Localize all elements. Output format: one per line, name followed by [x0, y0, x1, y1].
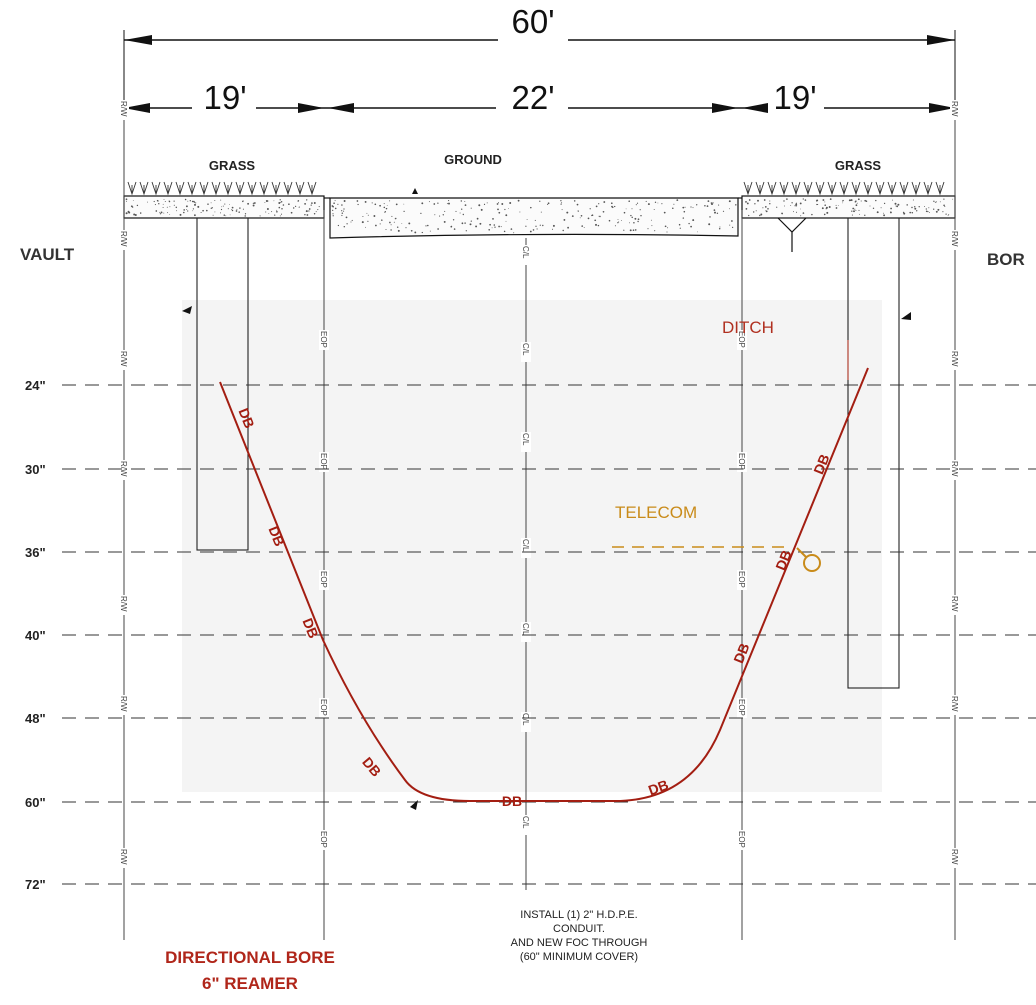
reference-tag: C/L [521, 713, 530, 726]
telecom-label: TELECOM [615, 503, 697, 522]
depth-label: 72" [25, 877, 46, 892]
reference-tag: EOP [737, 331, 746, 348]
reference-tag: R/W [950, 596, 959, 612]
total-width-label: 60' [511, 3, 554, 40]
reference-tag: R/W [950, 351, 959, 367]
left-width-label: 19' [203, 79, 246, 116]
note-line: INSTALL (1) 2" H.D.P.E. [520, 909, 637, 921]
left-side-label: VAULT [20, 245, 75, 264]
title-line-2: 6" REAMER [202, 974, 298, 993]
reference-tag: EOP [319, 831, 328, 848]
bore-path [219, 367, 869, 802]
pits [182, 217, 911, 689]
bore-tag: DB [772, 548, 794, 573]
grass-marks [127, 181, 945, 196]
bore-tag: DB [646, 776, 670, 798]
bore-tag: DB [265, 524, 287, 549]
note-line: AND NEW FOC THROUGH [511, 937, 648, 949]
reference-tag: C/L [521, 343, 530, 356]
telecom-line [612, 546, 821, 572]
bore-tag: DB [235, 406, 257, 431]
soil-hatching [125, 198, 954, 234]
bore-tag: DB [730, 641, 752, 666]
reference-tag: EOP [737, 831, 746, 848]
reference-tag: C/L [521, 246, 530, 259]
reference-tag: EOP [319, 453, 328, 470]
bore-tag: DB [299, 616, 321, 641]
depth-label: 48" [25, 711, 46, 726]
bore-tag: DB [502, 793, 522, 809]
segment-dimensions: 19' 22' 19' [124, 79, 955, 116]
note-line: (60" MINIMUM COVER) [520, 951, 638, 963]
reference-tag: R/W [950, 231, 959, 247]
reference-tag: C/L [521, 433, 530, 446]
reference-tag: R/W [119, 849, 128, 865]
left-surface-label: GRASS [209, 158, 256, 173]
depth-grid: 24" 30" 36" 40" 48" 60" 72" [14, 375, 1036, 894]
right-width-label: 19' [773, 79, 816, 116]
work-zone-shade [182, 300, 882, 792]
reference-tag: R/W [119, 231, 128, 247]
title-line-1: DIRECTIONAL BORE [165, 948, 335, 967]
reference-tag: R/W [950, 461, 959, 477]
ground-profile [123, 181, 956, 252]
bore-arrow [410, 800, 418, 810]
depth-label: 40" [25, 628, 46, 643]
overall-dimension: 60' [123, 3, 956, 110]
reference-tag: R/W [119, 696, 128, 712]
center-surface-label: GROUND [444, 152, 502, 167]
install-note: INSTALL (1) 2" H.D.P.E. CONDUIT. AND NEW… [511, 909, 648, 963]
reference-tag: C/L [521, 539, 530, 552]
reference-tag: EOP [319, 699, 328, 716]
reference-tag: R/W [119, 596, 128, 612]
reference-tag: R/W [950, 101, 959, 117]
reference-tag: R/W [119, 351, 128, 367]
reference-tag: EOP [319, 331, 328, 348]
reference-tag: R/W [950, 696, 959, 712]
reference-lines: R/W R/W R/W R/W R/W R/W R/W R/W R/W R/W R/W R/W R/W R… [119, 100, 960, 940]
reference-tag: C/L [521, 623, 530, 636]
depth-label: 36" [25, 545, 46, 560]
depth-label: 30" [25, 462, 46, 477]
reference-tag: R/W [119, 461, 128, 477]
reference-tag: EOP [737, 699, 746, 716]
reference-tag: EOP [737, 571, 746, 588]
depth-label: 60" [25, 795, 46, 810]
note-line: CONDUIT. [553, 923, 605, 935]
reference-tag: EOP [737, 453, 746, 470]
right-side-label: BOR [987, 250, 1025, 269]
reference-tag: R/W [950, 849, 959, 865]
depth-label: 24" [25, 378, 46, 393]
right-surface-label: GRASS [835, 158, 882, 173]
reference-tag: C/L [521, 816, 530, 829]
reference-tag: EOP [319, 571, 328, 588]
ditch-label: DITCH [722, 318, 774, 337]
reference-tag: R/W [119, 101, 128, 117]
center-width-label: 22' [511, 79, 554, 116]
bore-tag: DB [810, 452, 832, 477]
